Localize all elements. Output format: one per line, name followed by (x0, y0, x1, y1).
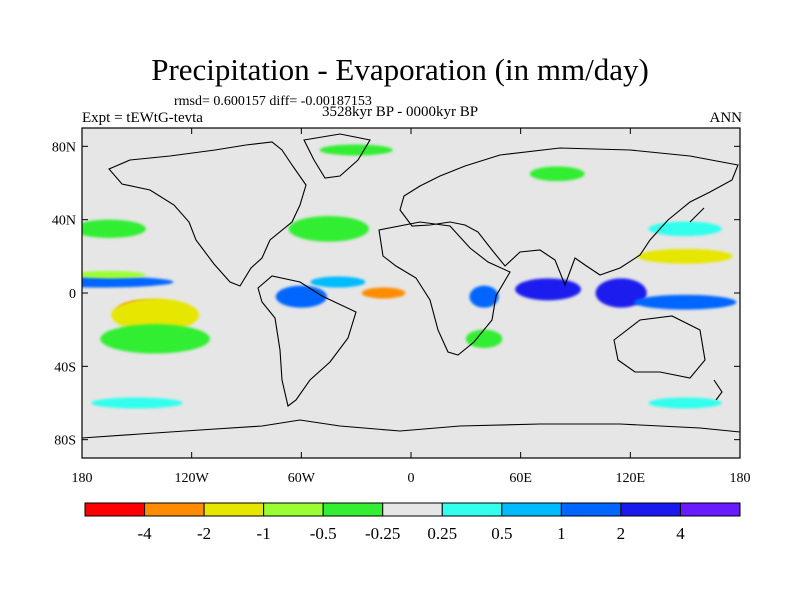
anomaly-east-africa-positive (469, 285, 499, 308)
anomaly-north-eurasia-green (529, 166, 585, 182)
anomaly-equatorial-atlantic-negative (361, 287, 406, 299)
coastline-australia (613, 315, 706, 379)
anomaly-southern-ocean-cyan-a (91, 397, 183, 409)
x-tick-label: 120E (616, 471, 646, 486)
anomaly-north-pacific-cyan (648, 221, 722, 237)
coastline-antarctica (82, 419, 740, 439)
coastline-japan (689, 207, 705, 223)
colorbar-level-label: 4 (676, 524, 685, 543)
anomaly-north-atlantic-green (288, 216, 369, 242)
period-label: 3528kyr BP - 0000kyr BP (322, 104, 479, 120)
x-tick-label: 0 (408, 471, 415, 486)
season-label: ANN (709, 110, 743, 126)
anomaly-amazon-positive (275, 285, 327, 308)
colorbar-level-label: -0.25 (365, 524, 400, 543)
chart-title: Precipitation - Evaporation (in mm/day) (151, 52, 649, 87)
anomaly-southeast-pacific-negative-ring (111, 298, 199, 332)
colorbar-level-label: -4 (137, 524, 152, 543)
coastline-eurasia (399, 147, 739, 287)
anomaly-maritime-continent-strong-positive (595, 278, 647, 308)
experiment-label: Expt = tEWtG-tevta (82, 110, 203, 126)
colorbar-swatch (382, 502, 443, 517)
coastline-greenland (303, 133, 371, 179)
x-axis: 180 120W 60W 0 60E 120E 180 (72, 128, 751, 486)
colorbar-level-label: 1 (557, 524, 566, 543)
colorbar-level-label: 0.5 (491, 524, 512, 543)
colorbar-swatch (203, 502, 265, 517)
anomaly-south-pacific-green (100, 324, 210, 354)
colorbar-swatch (263, 502, 324, 517)
colorbar-level-label: 0.25 (427, 524, 457, 543)
coastline-south-america (257, 275, 357, 407)
x-tick-label: 180 (730, 471, 751, 486)
colorbar-swatch (322, 502, 384, 517)
colorbar-level-label: -1 (257, 524, 271, 543)
colorbar-swatch (441, 502, 503, 517)
anomaly-southern-ocean-cyan-b (648, 397, 722, 409)
y-tick-label: 80N (52, 140, 76, 155)
x-tick-label: 180 (72, 471, 93, 486)
stats-text: rmsd= 0.600157 diff= -0.00187153 (174, 94, 372, 109)
anomaly-arctic-green (319, 144, 393, 156)
anomaly-north-pacific-negative (637, 249, 733, 264)
anomaly-itcz-pacific-positive (82, 276, 174, 288)
y-tick-label: 0 (69, 287, 76, 302)
colorbar-level-label: 2 (617, 524, 626, 543)
x-tick-label: 60E (509, 471, 532, 486)
colorbar-swatch (620, 502, 681, 517)
coastline-layer (82, 133, 740, 439)
anomaly-layer (82, 144, 737, 409)
y-axis: 80N 40N 0 40S 80S (52, 140, 740, 449)
anomaly-southern-africa-green (465, 329, 503, 349)
anomaly-indian-ocean-positive (515, 278, 581, 301)
x-tick-label: 60W (288, 471, 316, 486)
colorbar-level-label: -2 (197, 524, 211, 543)
colorbar-level-label: -0.5 (310, 524, 337, 543)
coastline-new-zealand (713, 379, 723, 401)
colorbar-swatch (144, 502, 205, 517)
y-tick-label: 80S (54, 434, 76, 449)
colorbar: -4 -2 -1 -0.5 -0.25 0.25 0.5 1 2 4 (84, 502, 741, 543)
anomaly-atlantic-itcz-positive (310, 276, 366, 288)
y-tick-label: 40N (52, 214, 76, 229)
colorbar-swatch (679, 502, 741, 517)
y-tick-label: 40S (54, 360, 76, 375)
colorbar-swatch (560, 502, 622, 517)
coastline-north-america (108, 141, 307, 287)
colorbar-swatch (84, 502, 146, 517)
anomaly-itcz-pacific-negative (82, 271, 146, 279)
x-tick-label: 120W (175, 471, 210, 486)
anomaly-east-pacific-north-green (82, 219, 146, 238)
colorbar-swatch (501, 502, 562, 517)
coastline-africa (378, 221, 511, 356)
anomaly-west-pacific-positive (633, 294, 737, 310)
